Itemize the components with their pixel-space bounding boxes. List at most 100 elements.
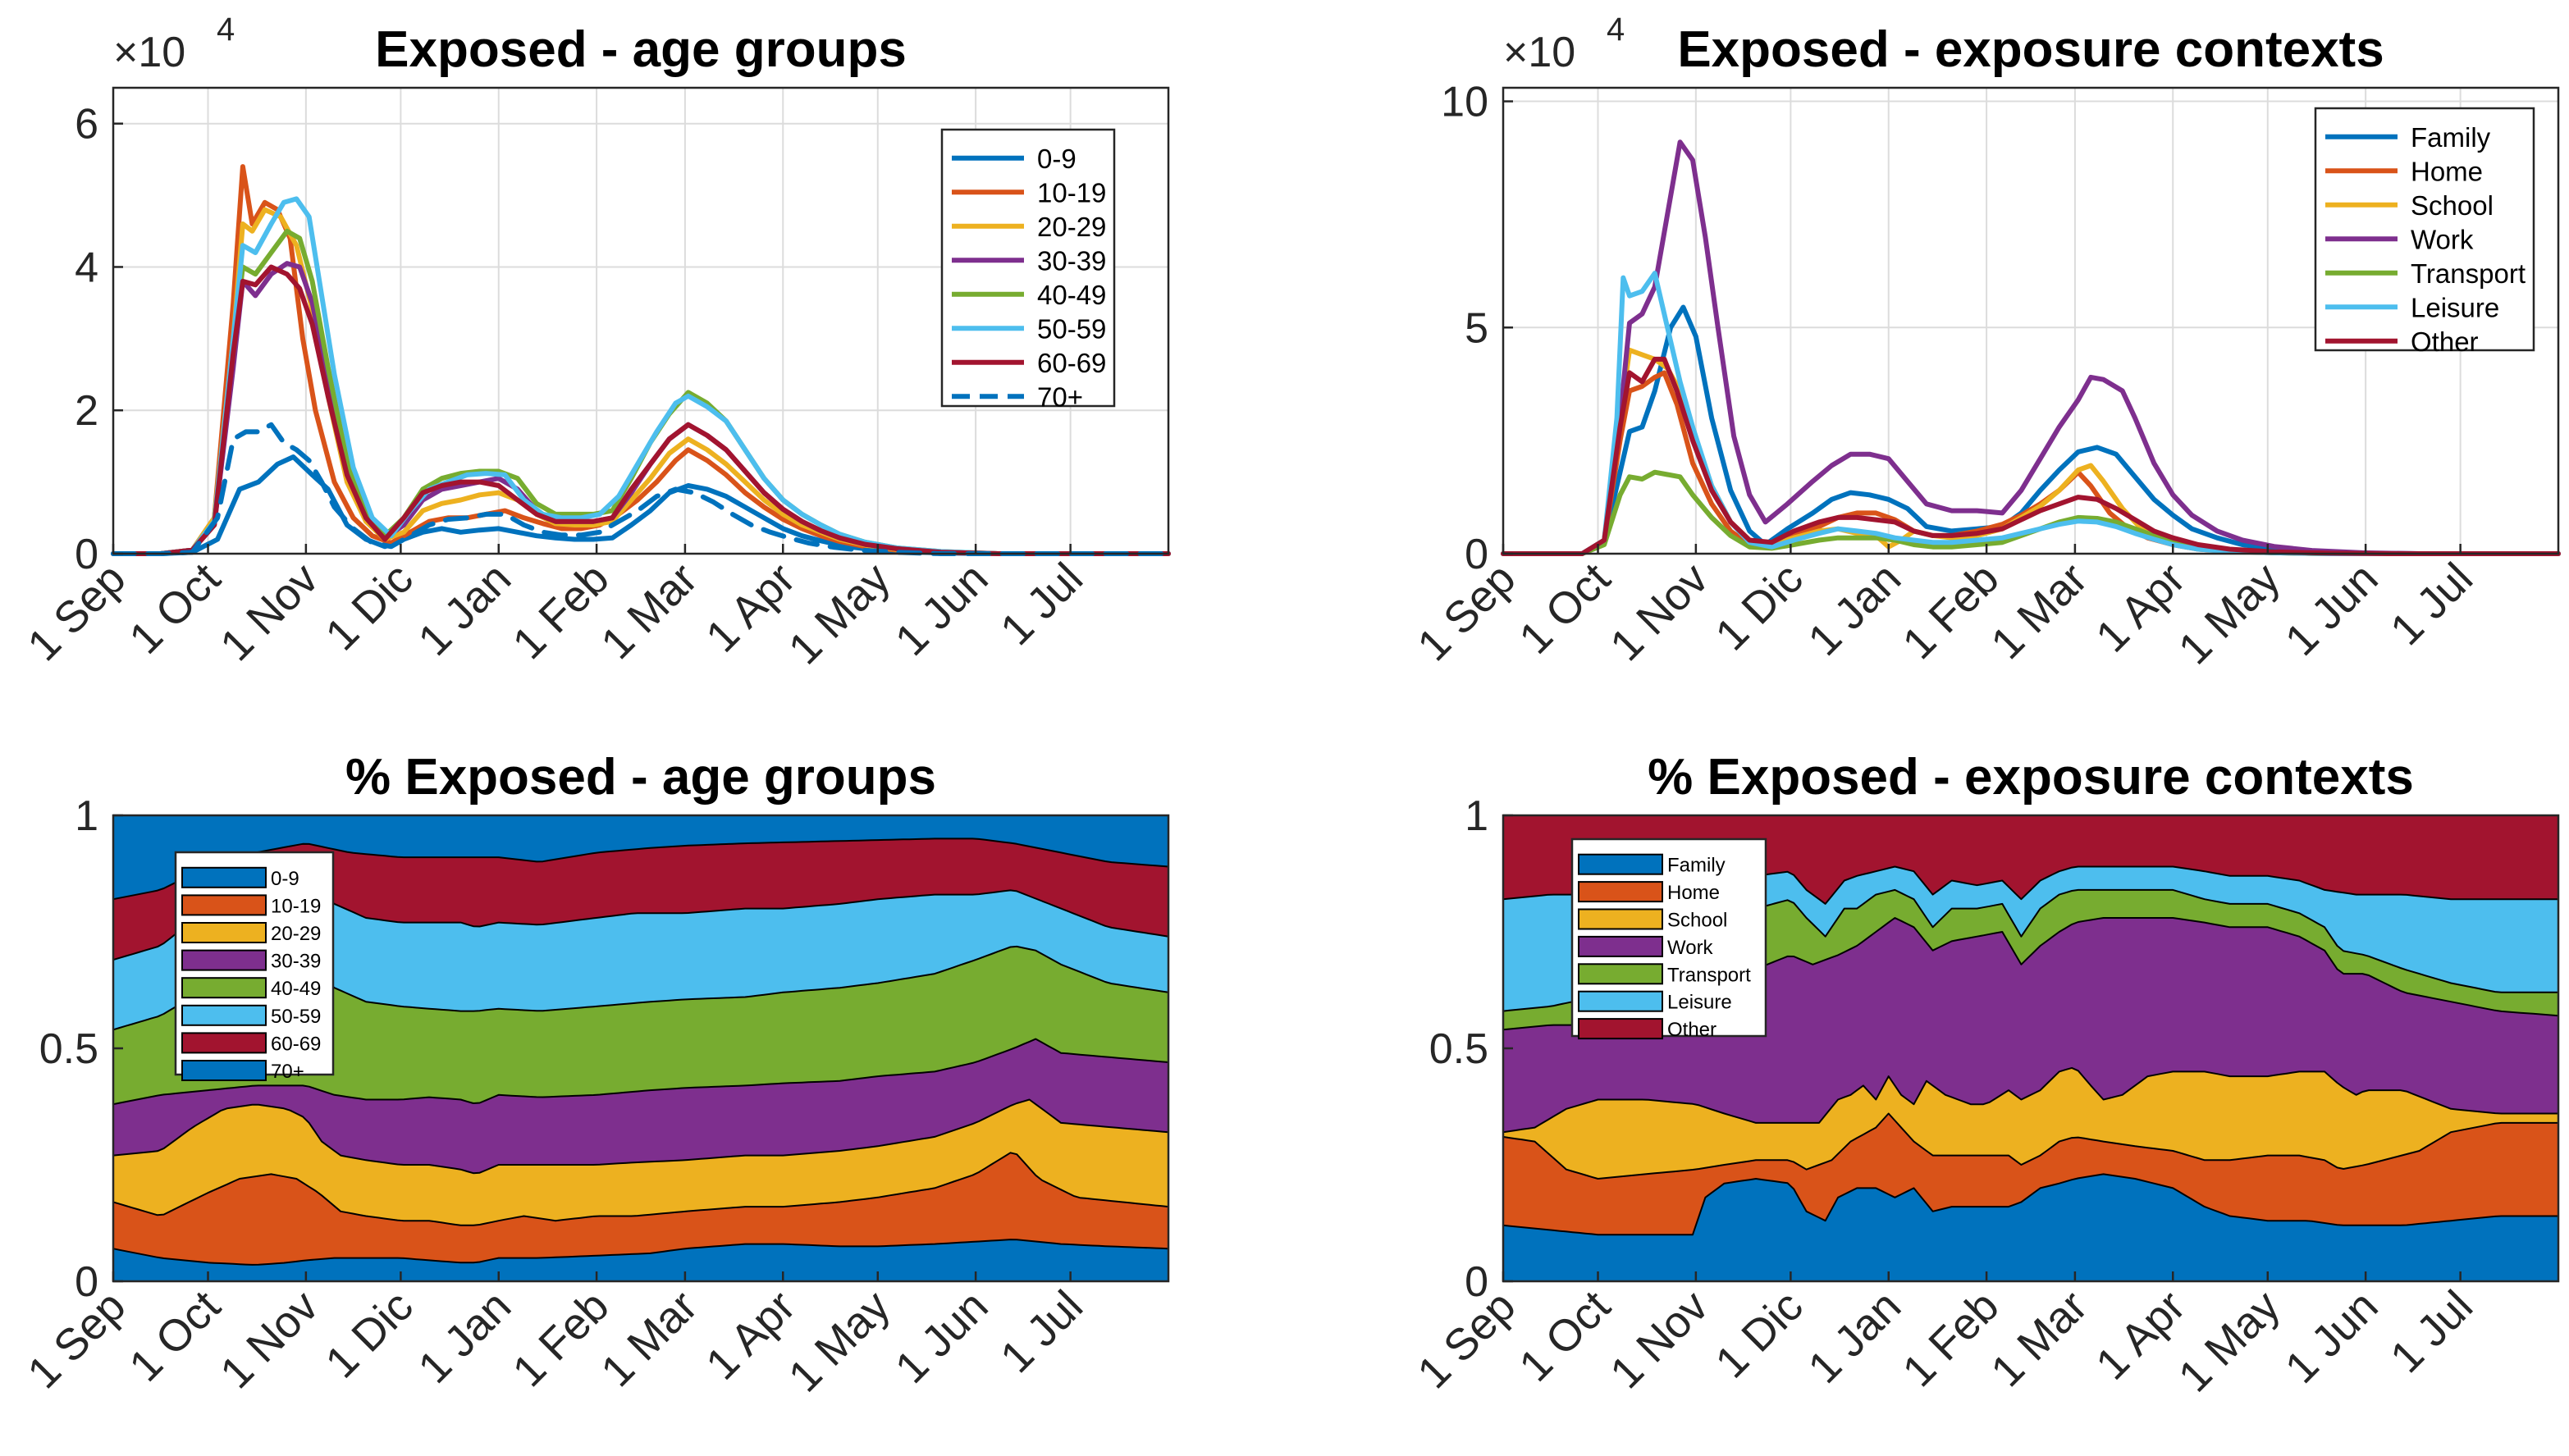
legend-swatch [181, 894, 267, 916]
y-exponent-label: ×10 [113, 29, 185, 76]
x-tick-label: 1 Dic [1706, 1281, 1812, 1387]
y-tick-label: 1 [75, 792, 98, 840]
legend-item: Home [1578, 881, 1720, 904]
legend-swatch [1578, 1018, 1663, 1040]
x-tick-label: 1 Feb [1894, 554, 2009, 669]
legend-item: Transport [2325, 258, 2526, 289]
legend: FamilyHomeSchoolWorkTransportLeisureOthe… [1570, 838, 1767, 1041]
series-line-Work [1501, 139, 2561, 556]
legend-item: 50-59 [181, 1004, 321, 1028]
x-tick-label: 1 Jul [2381, 1281, 2482, 1382]
x-tick-label: 1 Jan [409, 554, 520, 665]
x-tick-label: 1 Jul [991, 1281, 1092, 1382]
legend-swatch [181, 1060, 267, 1081]
series-line-0-9 [111, 454, 1171, 556]
y-tick-label: 0.5 [1429, 1025, 1488, 1073]
legend-item: 30-39 [181, 949, 321, 973]
legend-item: Work [1578, 935, 1714, 959]
legend-item: 20-29 [952, 212, 1106, 242]
series-line-60-69 [111, 264, 1171, 556]
y-tick-label: 1 [1465, 792, 1488, 840]
series-line-Leisure [1501, 271, 2561, 556]
y-tick-label: 2 [75, 387, 98, 435]
legend-item: 70+ [952, 381, 1083, 412]
x-tick-label: 1 Feb [1894, 1281, 2009, 1396]
x-tick-label: 1 Jan [409, 1281, 520, 1393]
legend-item: Leisure [2325, 292, 2499, 322]
x-tick-label: 1 Dic [316, 1281, 422, 1387]
x-tick-label: 1 Jul [991, 554, 1092, 655]
legend-item: 30-39 [952, 245, 1106, 276]
legend-item: 60-69 [181, 1032, 321, 1055]
x-tick-label: 1 Feb [504, 1281, 619, 1396]
legend-label: Work [2411, 224, 2474, 254]
chart-title: % Exposed - exposure contexts [1648, 749, 2414, 806]
y-exponent-power: 4 [217, 11, 235, 48]
legend-swatch [1578, 935, 1663, 957]
legend-swatch [181, 1032, 267, 1054]
series-line-70+ [111, 422, 1171, 556]
legend-item: Other [1578, 1018, 1716, 1041]
legend-item: 50-59 [952, 313, 1106, 344]
x-tick-label: 1 Mar [1982, 1281, 2096, 1396]
x-tick-label: 1 Oct [1510, 1281, 1620, 1391]
legend-swatch [1578, 881, 1663, 903]
legend: FamilyHomeSchoolWorkTransportLeisureOthe… [2314, 107, 2535, 357]
legend-swatch [1578, 990, 1663, 1012]
area-band-Family [1502, 1173, 2559, 1282]
x-tick-label: 1 Dic [316, 554, 422, 660]
x-tick-label: 1 Mar [592, 1281, 706, 1396]
legend-label: 0-9 [271, 868, 299, 890]
x-tick-label: 1 Mar [592, 554, 706, 669]
legend-label: Home [1667, 882, 1720, 904]
legend-label: School [2411, 190, 2494, 221]
chart-title: Exposed - exposure contexts [1677, 21, 2384, 78]
legend-item: Family [2325, 122, 2491, 153]
legend: 0-9 10-19 20-29 30-39 40-49 50-59 60-69 70+ [174, 851, 335, 1083]
legend-label: Transport [1667, 964, 1751, 986]
legend-item: 0-9 [181, 866, 299, 890]
chart-title: % Exposed - age groups [345, 749, 936, 806]
chart-title: Exposed - age groups [375, 21, 907, 78]
x-tick-label: 1 May [2169, 554, 2289, 673]
axes-box [112, 86, 1170, 555]
x-tick-label: 1 Nov [211, 554, 327, 670]
legend-label: 40-49 [1037, 280, 1106, 310]
legend-item: Transport [1578, 963, 1751, 986]
x-tick-label: 1 Oct [120, 554, 230, 664]
y-tick-label: 0 [75, 531, 98, 578]
x-tick-label: 1 Mar [1982, 554, 2096, 669]
legend-swatch [1578, 963, 1663, 985]
y-tick-label: 5 [1465, 304, 1488, 352]
y-tick-label: 4 [75, 244, 98, 291]
x-tick-label: 1 Jun [886, 1281, 998, 1393]
legend-item: Leisure [1578, 990, 1732, 1014]
legend-swatch [1578, 908, 1663, 930]
legend-item: 40-49 [181, 977, 321, 1000]
legend-item: Work [2325, 224, 2474, 254]
legend-item: 10-19 [952, 177, 1106, 208]
legend-item: 40-49 [952, 280, 1106, 310]
legend-label: Work [1667, 937, 1714, 959]
legend-label: 10-19 [271, 895, 321, 917]
area-band-0-9 [112, 1239, 1169, 1282]
legend-swatch [181, 977, 267, 999]
legend-item: 60-69 [952, 348, 1106, 378]
x-tick-label: 1 Jul [2381, 554, 2482, 655]
legend-item: 70+ [181, 1060, 304, 1083]
legend-label: School [1667, 910, 1727, 932]
legend-label: 30-39 [1037, 245, 1106, 276]
x-tick-label: 1 Jun [2276, 1281, 2388, 1393]
x-tick-label: 1 Nov [1601, 554, 1717, 670]
legend-swatch [181, 949, 267, 971]
legend-label: Home [2411, 156, 2483, 186]
series-line-Other [1501, 356, 2561, 556]
y-tick-label: 0 [1465, 531, 1488, 578]
legend-label: Leisure [1667, 992, 1732, 1014]
axes-box [1502, 86, 2560, 555]
x-tick-label: 1 Jan [1799, 554, 1910, 665]
